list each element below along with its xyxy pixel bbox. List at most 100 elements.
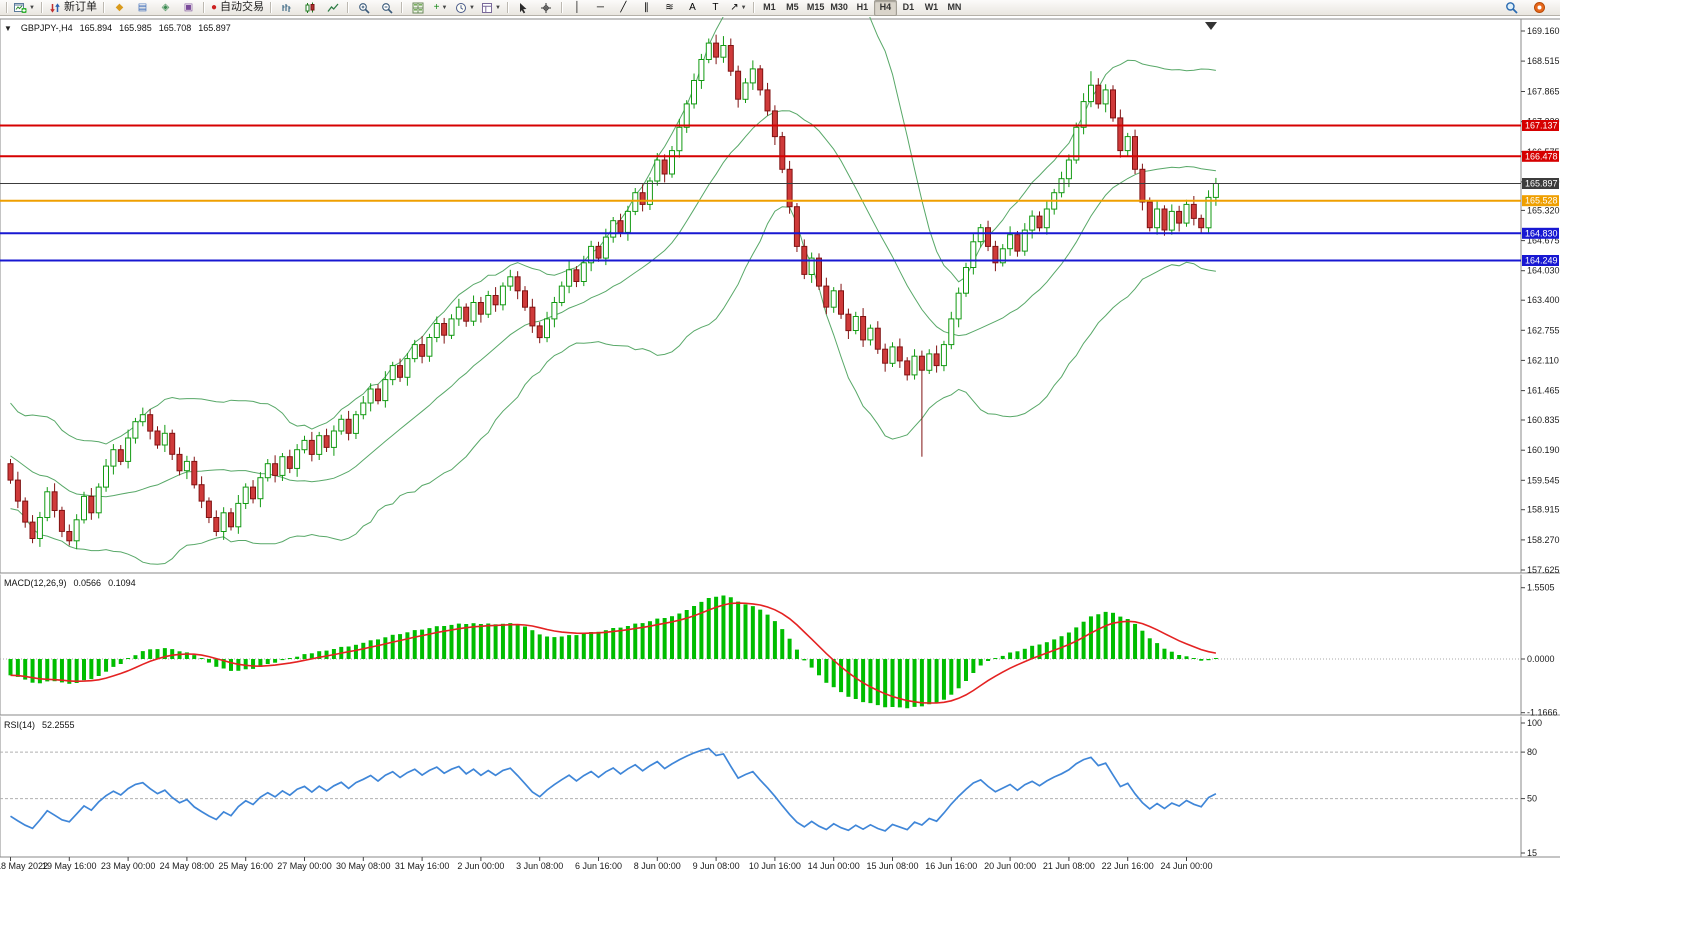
timeframe-d1-button[interactable]: D1 bbox=[897, 0, 920, 16]
timeframe-mn-button[interactable]: MN bbox=[943, 0, 966, 16]
time-tick-label: 18 May 2022 bbox=[0, 861, 48, 871]
fibonacci-retracement-button[interactable]: ≋ bbox=[658, 0, 681, 16]
search-button[interactable] bbox=[1500, 0, 1523, 16]
equidistant-channel-button[interactable]: ∥ bbox=[635, 0, 658, 16]
macd-panel[interactable]: 1.5505 0.0000 -1.1666 bbox=[0, 583, 1558, 718]
price-level-label bbox=[1522, 150, 1559, 162]
timeframe-label: H4 bbox=[879, 2, 892, 12]
horizontal-line-button[interactable]: ─ bbox=[589, 0, 612, 16]
periods-icon bbox=[455, 2, 467, 14]
chart-canvas[interactable]: 169.160168.515167.865167.220166.575165.9… bbox=[0, 17, 1699, 939]
price-tick-label: 161.465 bbox=[1527, 386, 1560, 396]
chart-shift-marker[interactable] bbox=[1205, 22, 1217, 30]
crosshair-button[interactable] bbox=[535, 0, 558, 16]
bar-chart-button[interactable] bbox=[275, 0, 298, 16]
timeframe-m5-button[interactable]: M5 bbox=[781, 0, 804, 16]
time-tick-label: 19 May 16:00 bbox=[42, 861, 97, 871]
market-watch-button[interactable]: ◆ bbox=[108, 0, 131, 16]
rsi-scale-label: 100 bbox=[1527, 718, 1542, 728]
price-level-label-text: 164.249 bbox=[1525, 256, 1558, 266]
timeframe-label: MN bbox=[947, 2, 962, 12]
price-level-label bbox=[1522, 227, 1559, 239]
fibonacci-retracement-icon: ≋ bbox=[665, 1, 674, 13]
close-value: 165.897 bbox=[198, 23, 231, 33]
tile-windows-icon bbox=[412, 2, 424, 14]
time-tick-label: 15 Jun 08:00 bbox=[866, 861, 918, 871]
rsi-line bbox=[10, 747, 1217, 832]
terminal-button[interactable]: ▣ bbox=[177, 0, 200, 16]
new-chart-button[interactable]: ▼ bbox=[11, 0, 38, 16]
price-tick-label: 158.270 bbox=[1527, 535, 1560, 545]
time-tick-label: 24 Jun 00:00 bbox=[1160, 861, 1212, 871]
arrows-button[interactable]: ↗ ▼ bbox=[727, 0, 750, 16]
price-axis[interactable]: 169.160168.515167.865167.220166.575165.9… bbox=[1521, 26, 1560, 575]
price-level-label-text: 167.137 bbox=[1525, 121, 1558, 131]
line-chart-button[interactable] bbox=[321, 0, 344, 16]
indicators-list-button[interactable]: + ▼ bbox=[429, 0, 452, 16]
price-tick-label: 169.160 bbox=[1527, 26, 1560, 36]
price-level-label-text: 164.830 bbox=[1525, 228, 1558, 238]
time-tick-label: 31 May 16:00 bbox=[395, 861, 450, 871]
timeframe-h1-button[interactable]: H1 bbox=[851, 0, 874, 16]
macd-scale-label: -1.1666 bbox=[1527, 708, 1558, 718]
templates-button[interactable]: ▼ bbox=[478, 0, 504, 16]
periods-button[interactable]: ▼ bbox=[452, 0, 478, 16]
toolbar-separator bbox=[102, 2, 105, 13]
toolbar-separator bbox=[40, 2, 43, 13]
rsi-indicator-label: RSI(14) 52.2555 bbox=[4, 720, 75, 730]
data-window-button[interactable]: ▤ bbox=[131, 0, 154, 16]
price-level-label bbox=[1522, 120, 1559, 131]
rsi-title: RSI(14) bbox=[4, 720, 36, 730]
price-level-labels: 167.137 166.478 165.897 165.528 164.830 164.2… bbox=[1522, 120, 1559, 266]
time-tick-label: 21 Jun 08:00 bbox=[1043, 861, 1095, 871]
bollinger-middle-band bbox=[10, 110, 1216, 498]
timeframe-m30-button[interactable]: M30 bbox=[827, 0, 851, 16]
timeframe-w1-button[interactable]: W1 bbox=[920, 0, 943, 16]
data-window-icon: ▤ bbox=[137, 1, 148, 13]
zoom-in-button[interactable] bbox=[352, 0, 375, 16]
search-icon bbox=[1506, 2, 1518, 14]
macd-main-value: 0.0566 bbox=[73, 578, 102, 588]
time-tick-label: 27 May 00:00 bbox=[277, 861, 332, 871]
time-tick-label: 25 May 16:00 bbox=[218, 861, 273, 871]
tile-windows-button[interactable] bbox=[406, 0, 429, 16]
cursor-button[interactable] bbox=[512, 0, 535, 16]
timeframe-m1-button[interactable]: M1 bbox=[758, 0, 781, 16]
new-order-button[interactable]: 新订单 bbox=[46, 0, 100, 16]
price-tick-label: 158.915 bbox=[1527, 505, 1560, 515]
arrows-icon: ↗ bbox=[730, 1, 739, 13]
zoom-out-button[interactable] bbox=[375, 0, 398, 16]
navigator-button[interactable]: ◈ bbox=[154, 0, 177, 16]
price-tick-label: 164.675 bbox=[1527, 236, 1560, 246]
timeframe-h4-button[interactable]: H4 bbox=[873, 0, 897, 16]
price-tick-label: 160.190 bbox=[1527, 445, 1560, 455]
new-order-label: 新订单 bbox=[63, 1, 97, 13]
time-tick-label: 10 Jun 16:00 bbox=[749, 861, 801, 871]
price-tick-label: 164.030 bbox=[1527, 266, 1560, 276]
text-label-button[interactable]: T bbox=[704, 0, 727, 16]
notifications-button[interactable] bbox=[1528, 0, 1551, 16]
chart-window[interactable]: 169.160168.515167.865167.220166.575165.9… bbox=[0, 17, 1699, 939]
macd-title: MACD(12,26,9) bbox=[4, 578, 67, 588]
one-click-trading-toggle[interactable]: ▼ bbox=[4, 23, 12, 33]
timeframe-m15-button[interactable]: M15 bbox=[804, 0, 828, 16]
bollinger-lower-band bbox=[10, 206, 1216, 565]
vertical-line-button[interactable]: │ bbox=[566, 0, 589, 16]
equidistant-channel-icon: ∥ bbox=[643, 1, 649, 13]
trendline-button[interactable]: ╱ bbox=[612, 0, 635, 16]
candlestick-chart-icon bbox=[304, 2, 316, 14]
panel-borders bbox=[0, 18, 1560, 859]
candlestick-chart-button[interactable] bbox=[298, 0, 321, 16]
time-tick-label: 8 Jun 00:00 bbox=[634, 861, 681, 871]
autotrading-button[interactable]: ● 自动交易 bbox=[208, 0, 267, 16]
new-order-icon bbox=[49, 2, 61, 14]
market-watch-icon: ◆ bbox=[115, 1, 124, 13]
line-chart-icon bbox=[326, 2, 339, 14]
horizontal-levels[interactable] bbox=[0, 124, 1521, 262]
macd-scale-label: 0.0000 bbox=[1527, 654, 1555, 664]
text-button[interactable]: A bbox=[681, 0, 704, 16]
toolbar-separator bbox=[6, 2, 8, 13]
price-level-label-text: 166.478 bbox=[1525, 151, 1558, 161]
rsi-panel[interactable]: 100 80 50 15 bbox=[0, 718, 1542, 858]
